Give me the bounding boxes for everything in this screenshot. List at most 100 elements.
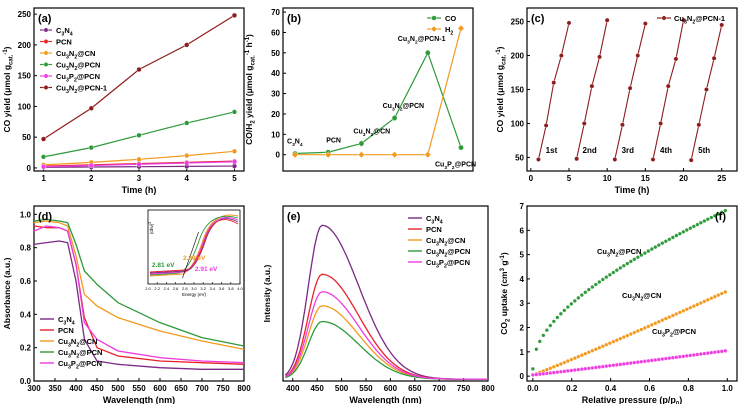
legend-entry-part: @CN — [77, 49, 95, 58]
data-point — [698, 220, 703, 225]
legend-entry-part: Cu — [58, 348, 68, 357]
y-tick-label: 70 — [271, 8, 280, 17]
data-point — [614, 362, 619, 367]
x-tick-label: 5 — [232, 174, 237, 183]
data-point — [604, 342, 609, 347]
y-axis-label-part: yield (μmol g — [244, 66, 254, 121]
y-axis-label: Intensity (a.u.) — [262, 265, 272, 323]
x-tick-label: 600 — [384, 384, 398, 393]
x-tick-label: 0.2 — [566, 384, 578, 393]
data-point — [628, 331, 633, 337]
y-axis-label: Absorbance (a.u.) — [2, 257, 12, 329]
data-point — [593, 365, 598, 370]
data-point — [579, 353, 584, 358]
cycle-label: 3rd — [622, 146, 635, 155]
data-point — [618, 336, 623, 341]
legend-entry-part: @PCN-1 — [77, 84, 107, 93]
y-tick-label: 0.8 — [20, 244, 32, 253]
y-tick-label: 4 — [520, 275, 525, 284]
inset-tick-label: 3.8 — [228, 286, 234, 291]
inset-annotation: 2.81 eV — [152, 262, 175, 269]
series-line — [537, 22, 570, 160]
legend-entry: Cu3N2@PCN-1 — [56, 84, 107, 96]
series-line — [285, 291, 488, 380]
legend-entry-part: 2 — [74, 55, 77, 61]
x-tick-label: 0.4 — [605, 384, 617, 393]
x-tick-label: 400 — [69, 384, 83, 393]
category-label-part: Cu — [398, 36, 407, 43]
data-point — [649, 246, 654, 252]
data-point — [534, 372, 539, 377]
x-tick-label: 600 — [153, 384, 167, 393]
data-point — [551, 364, 556, 369]
x-axis-label-part: Relative pressure (p/p — [582, 395, 677, 404]
legend-entry-part: 3 — [684, 20, 687, 26]
data-point — [534, 347, 539, 352]
data-point — [709, 350, 714, 355]
y-axis-label-part: -1 — [245, 49, 251, 55]
legend-entry: Cu3P2@PCN — [56, 72, 100, 84]
category-label-part: @PCN-1 — [418, 36, 446, 43]
legend-entry-part: N — [71, 348, 76, 357]
legend-entry-part: Cu — [674, 14, 684, 23]
data-point — [551, 370, 556, 375]
legend-entry-part: Cu — [56, 84, 66, 93]
data-point — [625, 333, 630, 338]
data-point — [712, 350, 717, 355]
legend-entry-part: 2 — [444, 253, 447, 259]
series-line — [285, 305, 488, 380]
legend-entry-part: 2 — [76, 354, 79, 360]
data-point — [684, 307, 689, 312]
data-point — [698, 351, 703, 357]
x-tick-label: 700 — [433, 384, 447, 393]
inset-tick-label: 3.6 — [219, 286, 225, 291]
data-point — [231, 109, 238, 115]
data-point — [184, 160, 190, 166]
legend-entry-part: @PCN — [447, 247, 470, 256]
data-point — [723, 289, 728, 295]
data-point — [579, 367, 584, 372]
data-point — [600, 277, 605, 282]
data-point — [621, 263, 626, 268]
x-tick-label: 10 — [603, 174, 612, 183]
legend-entry-part: 3 — [436, 242, 439, 248]
inset-tick-label: 2.4 — [164, 286, 170, 291]
data-point — [600, 344, 605, 349]
legend-entry-part: @PCN — [79, 359, 102, 368]
data-point — [698, 300, 703, 306]
data-point — [565, 368, 570, 374]
legend-entry-part: PCN — [58, 326, 74, 335]
data-point — [688, 353, 693, 358]
data-point — [673, 56, 679, 62]
category-label-part: 2 — [452, 165, 455, 171]
x-tick-label: 15 — [641, 174, 650, 183]
y-tick-label: 2 — [520, 324, 525, 333]
y-axis-label-part: 2 — [506, 318, 512, 322]
y-axis-label-part: CO/H — [244, 124, 254, 145]
y-tick-label: 20 — [271, 110, 280, 119]
data-point — [709, 296, 714, 301]
data-point — [674, 233, 679, 238]
inset-tick-label: 2.2 — [154, 286, 160, 291]
data-point — [635, 53, 641, 58]
legend-entry-part: Cu — [56, 61, 66, 70]
data-point — [660, 356, 665, 362]
y-axis-label-part: h — [244, 42, 254, 50]
category-label: Cu3N2@PCN — [383, 103, 424, 113]
data-point — [650, 157, 656, 162]
data-point — [705, 297, 710, 302]
data-point — [642, 359, 647, 364]
y-tick-label: 10 — [271, 130, 280, 139]
panel-d: 300 350 400 450 500 550 600 650 700 750 800 0.0 0.2 0… — [2, 205, 251, 404]
data-point — [719, 349, 724, 354]
legend-entry: Cu3N2@PCN-1 — [674, 14, 725, 26]
data-point — [618, 265, 623, 271]
series-label-part: N — [610, 247, 615, 256]
data-point — [231, 12, 238, 18]
x-axis-label-part: 0 — [676, 402, 680, 404]
data-point — [660, 318, 665, 323]
category-label-part: Cu — [435, 162, 444, 169]
data-point — [646, 248, 651, 254]
data-point — [231, 148, 238, 154]
category-label-part: 4 — [300, 142, 303, 148]
